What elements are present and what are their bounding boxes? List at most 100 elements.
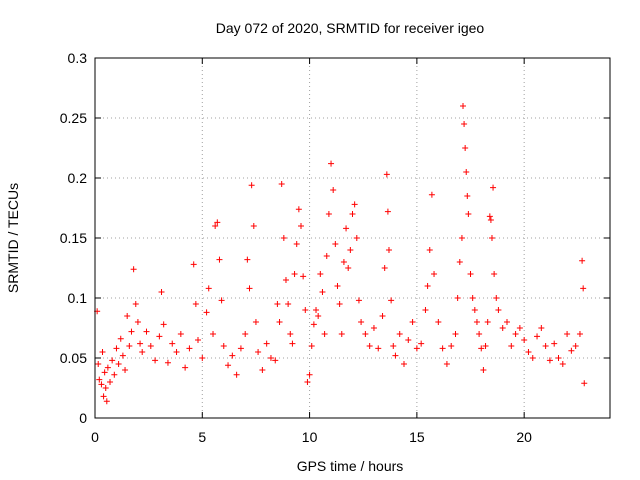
data-point: [259, 367, 266, 373]
data-point: [370, 325, 377, 331]
data-point: [98, 381, 105, 388]
data-point: [317, 271, 324, 277]
data-point: [465, 211, 472, 217]
data-point: [366, 343, 373, 349]
data-point: [169, 340, 176, 347]
data-point: [460, 103, 467, 109]
data-point: [160, 321, 167, 328]
data-point: [291, 271, 298, 277]
data-point: [104, 364, 111, 371]
data-point: [484, 319, 491, 325]
grid: [95, 58, 610, 418]
data-point: [134, 319, 141, 325]
data-point: [555, 355, 562, 361]
data-point: [280, 235, 287, 241]
data-point: [499, 325, 506, 331]
data-point: [390, 343, 397, 349]
data-point: [313, 307, 320, 313]
data-point: [119, 352, 126, 359]
data-point: [308, 343, 315, 349]
x-tick-label: 10: [302, 429, 318, 445]
data-point: [482, 343, 489, 349]
data-point: [272, 357, 279, 364]
data-point: [580, 285, 587, 292]
data-point: [448, 343, 455, 349]
data-point: [525, 349, 532, 355]
data-point: [340, 259, 347, 265]
y-tick-label: 0.1: [68, 290, 88, 306]
data-point: [424, 283, 431, 289]
y-tick-label: 0: [79, 410, 87, 426]
data-point: [282, 277, 289, 283]
data-point: [480, 367, 487, 373]
data-point: [274, 301, 281, 307]
data-point: [229, 352, 236, 359]
y-axis-label: SRMTID / TECUs: [5, 183, 21, 293]
data-point: [122, 367, 129, 373]
y-tick-label: 0.05: [60, 350, 87, 366]
data-point: [491, 271, 498, 277]
data-point: [210, 331, 217, 337]
data-point: [143, 328, 150, 335]
data-point: [473, 319, 480, 325]
data-point: [137, 340, 144, 347]
data-point: [164, 359, 171, 366]
data-point: [469, 295, 476, 301]
data-point: [546, 357, 553, 364]
data-point: [186, 345, 193, 352]
data-point: [512, 331, 519, 337]
data-point: [139, 349, 146, 355]
data-point: [564, 331, 571, 337]
data-point: [392, 352, 399, 359]
data-point: [199, 355, 206, 361]
y-tick-label: 0.25: [60, 110, 87, 126]
data-point: [490, 184, 497, 191]
data-point: [381, 265, 388, 271]
x-tick-label: 20: [516, 429, 532, 445]
data-point: [278, 181, 285, 187]
data-point: [516, 325, 523, 331]
data-point: [252, 319, 259, 325]
data-point: [255, 349, 262, 355]
data-point: [124, 313, 131, 319]
data-point: [102, 385, 109, 391]
data-point: [103, 398, 110, 405]
x-tick-label: 5: [198, 429, 206, 445]
data-point: [362, 331, 369, 337]
data-point: [383, 171, 390, 178]
data-point: [538, 325, 545, 331]
data-point: [244, 256, 251, 263]
data-point: [456, 259, 463, 265]
data-point: [182, 364, 189, 371]
data-point: [276, 319, 283, 325]
data-point: [310, 321, 317, 328]
data-point: [464, 193, 471, 199]
data-point: [487, 217, 494, 223]
data-point: [101, 369, 108, 376]
data-point: [551, 340, 558, 347]
data-point: [422, 307, 429, 313]
data-point: [218, 297, 225, 304]
data-point: [306, 371, 313, 378]
data-point: [156, 333, 163, 340]
data-point: [413, 345, 420, 352]
data-point: [315, 313, 322, 319]
x-axis-label: GPS time / hours: [297, 458, 404, 474]
data-point: [195, 337, 201, 343]
data-point: [405, 337, 412, 343]
plot-frame: [94, 57, 611, 419]
data-point: [581, 380, 588, 387]
data-point: [289, 340, 296, 347]
data-point: [349, 211, 356, 217]
data-point: [225, 362, 232, 369]
data-point: [384, 208, 391, 215]
data-point: [568, 347, 575, 354]
x-tick-label: 15: [409, 429, 425, 445]
data-point: [347, 247, 354, 253]
data-point: [401, 361, 407, 367]
data-point: [461, 121, 468, 127]
data-point: [100, 393, 107, 400]
y-tick-label: 0.15: [60, 230, 87, 246]
chart-title: Day 072 of 2020, SRMTID for receiver ige…: [216, 20, 485, 36]
data-point: [452, 331, 459, 337]
